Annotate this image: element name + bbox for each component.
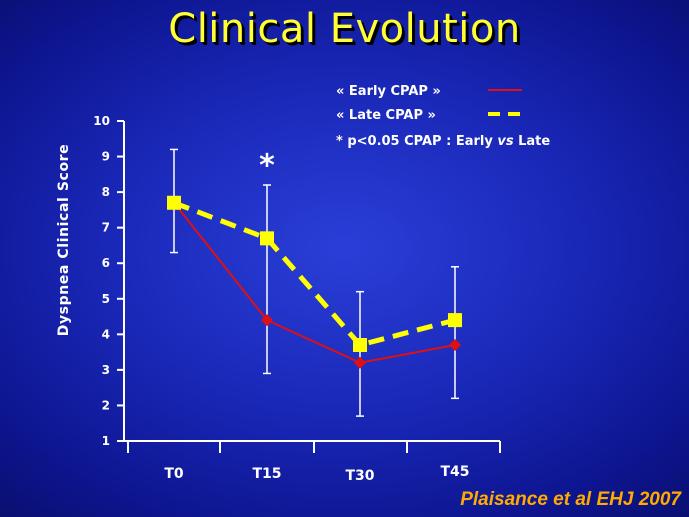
chart-axes	[117, 120, 501, 453]
annotations: *	[259, 149, 275, 184]
slide-title: Clinical Evolution	[168, 6, 521, 52]
y-tick-label: 3	[102, 363, 110, 377]
y-tick-label: 9	[102, 150, 110, 164]
y-tick-label: 6	[102, 256, 110, 270]
y-tick-label: 1	[102, 434, 110, 448]
legend-significance-note: * p<0.05 CPAP : Early vs Late	[336, 134, 550, 149]
series-lines	[173, 200, 456, 364]
series-line-early-cpap	[173, 202, 456, 364]
y-tick-labels: 1 2 3 4 5 6 7 8 9 10	[93, 114, 110, 448]
error-bars	[170, 148, 459, 417]
significance-star: *	[259, 149, 275, 184]
y-tick-label: 4	[102, 327, 110, 341]
y-axis-label: Dyspnea Clinical Score	[56, 144, 72, 337]
point-late-cpap	[448, 313, 462, 328]
legend-label: « Early CPAP »	[336, 84, 441, 99]
x-tick-label: T15	[252, 466, 281, 482]
point-late-cpap	[260, 231, 274, 246]
series-markers	[167, 195, 462, 369]
x-tick-label: T45	[440, 464, 469, 480]
point-early-cpap	[354, 356, 366, 369]
citation: Plaisance et al EHJ 2007	[460, 489, 681, 510]
point-early-cpap	[261, 314, 273, 327]
point-late-cpap	[167, 195, 181, 210]
x-tick-labels: T0 T15 T30 T45	[164, 464, 469, 484]
x-tick-label: T30	[345, 468, 374, 484]
y-tick-label: 10	[93, 114, 110, 128]
legend: « Early CPAP » « Late CPAP » * p<0.05 CPAP…	[336, 84, 550, 149]
legend-label: « Late CPAP »	[336, 108, 436, 123]
point-early-cpap	[449, 339, 461, 351]
y-tick-label: 8	[102, 185, 110, 199]
y-tick-label: 5	[102, 292, 110, 306]
point-late-cpap	[353, 338, 367, 352]
y-tick-label: 7	[102, 221, 110, 235]
series-line-late-cpap	[173, 200, 456, 348]
y-tick-label: 2	[102, 398, 110, 412]
x-tick-label: T0	[164, 466, 184, 482]
